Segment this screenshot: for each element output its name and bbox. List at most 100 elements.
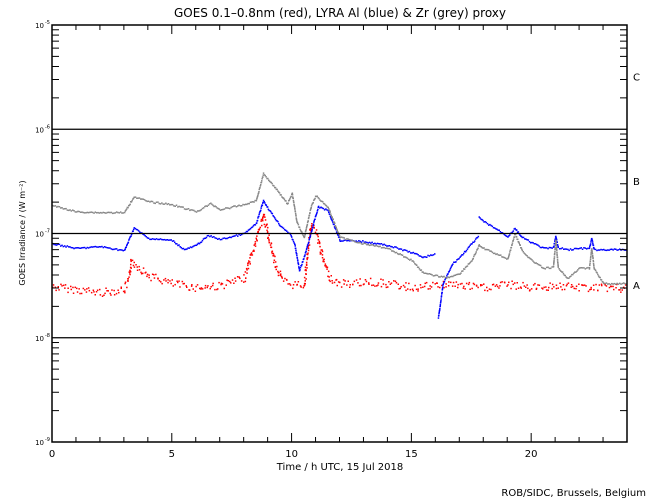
data-point [250, 254, 252, 256]
y-tick-label: 10 [35, 335, 44, 343]
data-point [305, 261, 308, 264]
data-point [268, 234, 270, 236]
data-point [418, 255, 421, 257]
data-point [401, 254, 404, 256]
data-point [115, 211, 118, 213]
data-point [196, 284, 199, 286]
data-point [500, 254, 502, 256]
data-point [597, 275, 600, 277]
data-point [463, 252, 465, 255]
data-point [555, 247, 558, 249]
data-point [613, 282, 616, 285]
data-point [517, 287, 520, 289]
data-point [474, 252, 477, 255]
data-point [315, 229, 318, 231]
data-point [427, 273, 429, 275]
data-point [527, 239, 530, 241]
data-point [272, 252, 275, 255]
data-point [408, 250, 411, 253]
data-point [182, 283, 184, 285]
data-point [329, 213, 331, 216]
data-point [227, 237, 230, 239]
data-point [568, 277, 570, 279]
data-point [555, 284, 558, 286]
data-point [91, 211, 94, 214]
data-point [492, 283, 495, 286]
data-point [399, 287, 401, 290]
data-point [456, 259, 458, 261]
data-point [262, 172, 265, 174]
data-point [110, 248, 113, 250]
data-point [278, 222, 280, 225]
data-point [115, 248, 118, 250]
data-point [463, 268, 466, 270]
data-point [399, 253, 401, 255]
data-point [515, 288, 517, 290]
data-point [264, 174, 266, 177]
data-point [273, 259, 276, 261]
data-point [179, 246, 181, 248]
data-point [508, 253, 511, 255]
data-point [130, 235, 132, 237]
data-point [349, 286, 351, 288]
data-point [284, 199, 286, 202]
data-point [294, 207, 296, 209]
data-point [585, 285, 587, 287]
data-point [303, 284, 306, 287]
data-point [257, 193, 259, 195]
data-point [242, 203, 244, 206]
data-point [207, 285, 209, 287]
data-point [234, 205, 236, 207]
data-point [181, 206, 183, 208]
data-point [483, 221, 485, 223]
data-point [219, 238, 222, 241]
data-point [566, 283, 568, 286]
data-point [355, 240, 357, 242]
data-point [125, 208, 128, 210]
data-point [529, 257, 531, 260]
data-point [321, 200, 323, 203]
data-point [262, 219, 264, 222]
data-point [511, 280, 513, 282]
data-point [264, 225, 267, 228]
data-point [268, 241, 270, 244]
data-point [488, 224, 490, 226]
data-point [239, 234, 242, 236]
data-point [109, 211, 111, 214]
data-point [239, 277, 241, 280]
data-point [297, 262, 300, 265]
data-point [421, 256, 423, 258]
data-point [61, 207, 63, 209]
data-point [535, 287, 538, 290]
data-point [223, 287, 225, 290]
data-point [557, 244, 559, 246]
data-point [590, 241, 592, 243]
data-point [308, 239, 310, 241]
data-point [595, 271, 598, 273]
series-layer [52, 172, 628, 319]
data-point [617, 283, 620, 285]
data-point [371, 244, 373, 246]
data-point [318, 242, 321, 245]
data-point [190, 209, 192, 211]
y-tick-label-exponent: -9 [45, 437, 50, 443]
data-point [589, 243, 592, 245]
data-point [129, 273, 131, 276]
data-point [554, 251, 556, 253]
data-point [179, 286, 181, 288]
data-point [133, 227, 135, 229]
data-point [415, 288, 418, 291]
data-point [187, 208, 190, 210]
data-point [136, 229, 139, 231]
data-point [486, 286, 488, 289]
data-point [580, 267, 582, 269]
data-point [57, 205, 59, 208]
data-point [593, 289, 595, 291]
data-point [327, 275, 329, 278]
data-point [206, 286, 208, 289]
data-point [276, 220, 278, 222]
x-tick-label: 20 [525, 449, 538, 460]
data-point [142, 233, 144, 235]
data-point [103, 212, 106, 214]
data-point [126, 243, 128, 246]
